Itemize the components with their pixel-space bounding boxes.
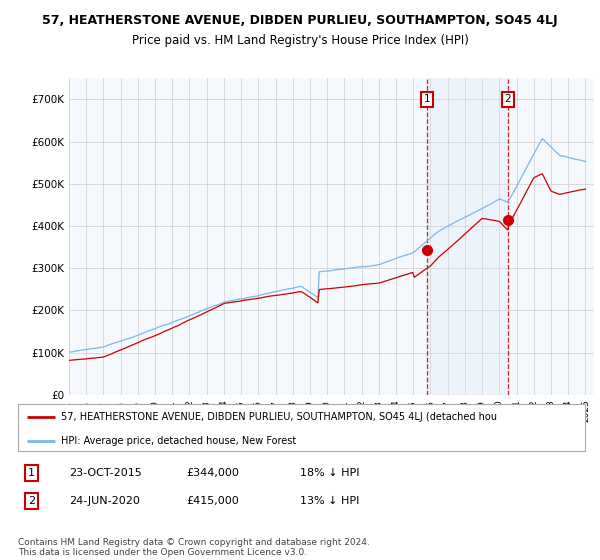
Text: 1: 1 <box>28 468 35 478</box>
Text: £415,000: £415,000 <box>186 496 239 506</box>
Text: 13% ↓ HPI: 13% ↓ HPI <box>300 496 359 506</box>
Text: HPI: Average price, detached house, New Forest: HPI: Average price, detached house, New … <box>61 436 296 446</box>
Text: 23-OCT-2015: 23-OCT-2015 <box>69 468 142 478</box>
Text: Contains HM Land Registry data © Crown copyright and database right 2024.
This d: Contains HM Land Registry data © Crown c… <box>18 538 370 557</box>
Text: 1: 1 <box>424 95 431 105</box>
Text: 2: 2 <box>28 496 35 506</box>
Text: £344,000: £344,000 <box>186 468 239 478</box>
Bar <box>427 78 508 395</box>
Text: 2: 2 <box>504 95 511 105</box>
Text: 57, HEATHERSTONE AVENUE, DIBDEN PURLIEU, SOUTHAMPTON, SO45 4LJ (detached hou: 57, HEATHERSTONE AVENUE, DIBDEN PURLIEU,… <box>61 412 497 422</box>
Text: Price paid vs. HM Land Registry's House Price Index (HPI): Price paid vs. HM Land Registry's House … <box>131 34 469 46</box>
Text: 24-JUN-2020: 24-JUN-2020 <box>69 496 140 506</box>
Text: 57, HEATHERSTONE AVENUE, DIBDEN PURLIEU, SOUTHAMPTON, SO45 4LJ: 57, HEATHERSTONE AVENUE, DIBDEN PURLIEU,… <box>42 14 558 27</box>
Text: 18% ↓ HPI: 18% ↓ HPI <box>300 468 359 478</box>
